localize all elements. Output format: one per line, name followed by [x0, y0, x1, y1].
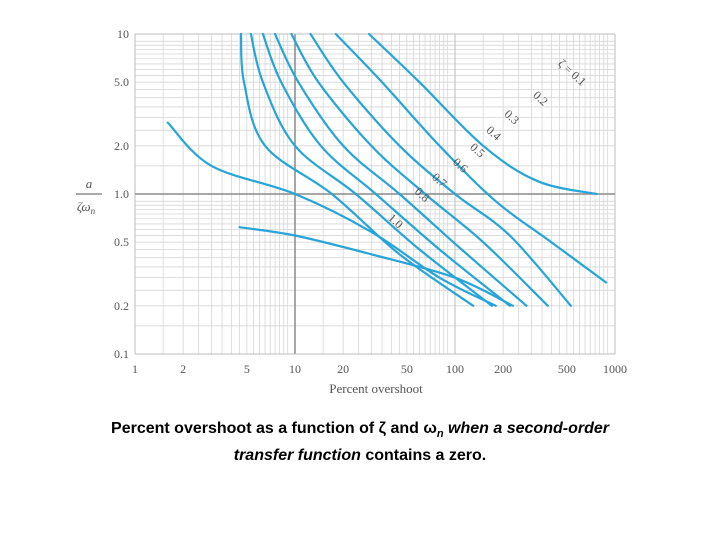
overshoot-chart: 1 2 5 10 20 50 100 200 500 1000 0.1 0.2 0.5 1.0 2.0 5.0…	[76, 27, 627, 396]
curve-label: 0.5	[467, 140, 488, 160]
y-tick-label: 0.1	[114, 347, 129, 361]
curve-label: 0.8	[412, 184, 433, 204]
x-tick-label: 10	[289, 362, 301, 376]
series-curve	[166, 121, 497, 307]
caption-text-1: Percent overshoot as a function of ζ and…	[111, 420, 437, 437]
x-tick-label: 500	[558, 362, 576, 376]
curve-label: 0.2	[530, 88, 551, 108]
tick-labels: 1 2 5 10 20 50 100 200 500 1000 0.1 0.2 0.5 1.0 2.0 5.0…	[114, 27, 627, 376]
series-curve	[334, 32, 608, 284]
y-axis-label-numerator: a	[86, 176, 93, 191]
x-tick-label: 50	[401, 362, 413, 376]
series-curve	[238, 226, 514, 307]
x-tick-label: 1000	[603, 362, 627, 376]
curves	[166, 32, 608, 307]
curve-label: ζ = 0.1	[555, 56, 589, 88]
y-axis-label-denominator: ζωn	[77, 199, 96, 216]
figure-caption: Percent overshoot as a function of ζ and…	[20, 418, 700, 467]
x-tick-label: 2	[180, 362, 186, 376]
series-curve	[290, 32, 549, 307]
curve-label: 0.4	[483, 123, 504, 143]
y-tick-label: 10	[117, 27, 129, 41]
curve-label: 0.6	[450, 155, 471, 175]
series-curve	[249, 32, 493, 307]
x-tick-label: 20	[337, 362, 349, 376]
caption-subscript: n	[436, 428, 444, 441]
y-tick-label: 5.0	[114, 75, 129, 89]
y-tick-label: 0.5	[114, 235, 129, 249]
y-tick-label: 2.0	[114, 139, 129, 153]
x-tick-label: 5	[244, 362, 250, 376]
series-curve	[261, 32, 511, 307]
series-curve	[239, 32, 475, 307]
y-tick-label: 0.2	[114, 299, 129, 313]
x-tick-label: 1	[132, 362, 138, 376]
y-tick-label: 1.0	[114, 187, 129, 201]
series-curve	[367, 32, 598, 196]
series-curve	[273, 32, 528, 307]
caption-text-2: when a second-order	[443, 420, 609, 437]
caption-text-3: transfer function	[233, 447, 361, 465]
caption-text-4: contains a zero.	[360, 447, 487, 465]
x-axis-label: Percent overshoot	[329, 381, 423, 396]
series-curve	[309, 32, 572, 307]
x-tick-label: 200	[494, 362, 512, 376]
x-tick-label: 100	[446, 362, 464, 376]
